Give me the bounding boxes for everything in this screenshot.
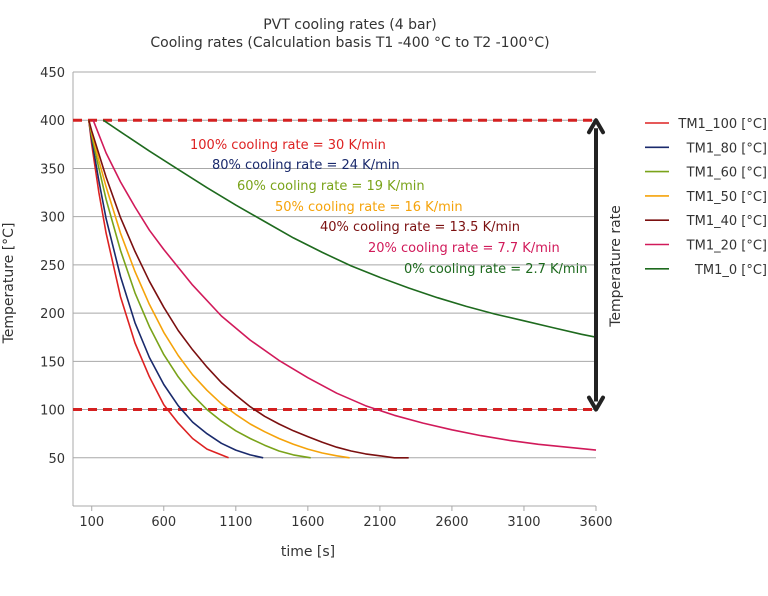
cooling-rate-annotation-5: 40% cooling rate = 13.5 K/min — [320, 220, 520, 235]
x-tick-label-100: 100 — [79, 515, 104, 530]
legend-label-3: TM1_60 [°C] — [686, 166, 767, 181]
y-tick-label-400: 400 — [40, 114, 65, 129]
x-axis-label: time [s] — [281, 544, 335, 560]
series-line-6 — [92, 119, 597, 451]
series-line-7 — [102, 119, 597, 338]
series-line-5 — [88, 119, 409, 459]
x-tick-label-3600: 3600 — [579, 515, 612, 530]
y-tick-label-200: 200 — [40, 307, 65, 322]
y-tick-label-450: 450 — [40, 66, 65, 81]
chart-title: PVT cooling rates (4 bar) — [263, 17, 437, 33]
y-tick-label-150: 150 — [40, 355, 65, 370]
y-axis-label: Temperature [°C] — [1, 223, 17, 345]
temperature-rate-label: Temperature rate — [608, 205, 624, 328]
x-tick-label-2600: 2600 — [435, 515, 468, 530]
series-line-3 — [88, 120, 311, 459]
cooling-rate-annotation-1: 100% cooling rate = 30 K/min — [190, 138, 386, 153]
cooling-rate-annotation-4: 50% cooling rate = 16 K/min — [275, 200, 463, 215]
x-tick-label-2100: 2100 — [363, 515, 396, 530]
cooling-rate-annotation-3: 60% cooling rate = 19 K/min — [237, 179, 425, 194]
arrow-head-top — [587, 118, 605, 135]
series-line-2 — [88, 120, 264, 459]
x-tick-label-1600: 1600 — [291, 515, 324, 530]
x-tick-label-1100: 1100 — [219, 515, 252, 530]
legend-label-5: TM1_40 [°C] — [686, 214, 767, 229]
cooling-rate-annotation-2: 80% cooling rate = 24 K/min — [212, 158, 400, 173]
y-tick-label-100: 100 — [40, 404, 65, 419]
y-tick-label-50: 50 — [48, 452, 65, 467]
x-tick-label-3100: 3100 — [507, 515, 540, 530]
legend-label-2: TM1_80 [°C] — [686, 141, 767, 156]
series-layer — [88, 119, 597, 459]
series-line-4 — [88, 120, 350, 459]
cooling-rate-annotation-7: 0% cooling rate = 2.7 K/min — [404, 262, 587, 277]
y-tick-label-300: 300 — [40, 211, 65, 226]
legend-label-1: TM1_100 [°C] — [677, 117, 767, 132]
chart-subtitle: Cooling rates (Calculation basis T1 -400… — [150, 35, 549, 51]
reference-lines — [73, 118, 596, 412]
legend: TM1_100 [°C] TM1_80 [°C] TM1_60 [°C] TM1_50… — [645, 117, 767, 278]
annotation-layer: 100% cooling rate = 30 K/min 80% cooling … — [190, 138, 587, 277]
legend-label-4: TM1_50 [°C] — [686, 190, 767, 205]
legend-label-7: TM1_0 [°C] — [694, 263, 767, 278]
grid-layer: 50 100 150 200 250 300 350 400 450 100 600 1100 1600… — [40, 66, 612, 530]
y-tick-label-250: 250 — [40, 259, 65, 274]
series-line-1 — [88, 120, 229, 459]
x-tick-label-600: 600 — [151, 515, 176, 530]
temperature-rate-arrow — [587, 118, 605, 412]
y-tick-label-350: 350 — [40, 162, 65, 177]
legend-label-6: TM1_20 [°C] — [686, 239, 767, 254]
arrow-head-bottom — [587, 395, 605, 412]
cooling-rate-annotation-6: 20% cooling rate = 7.7 K/min — [368, 241, 560, 256]
